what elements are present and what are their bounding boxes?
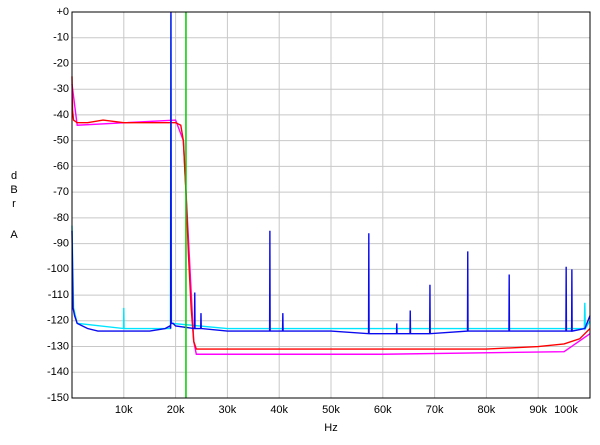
y-tick-label: -60 [53, 160, 69, 172]
y-tick-label: -80 [53, 212, 69, 224]
y-tick-label: -20 [53, 57, 69, 69]
y-tick-label: +0 [56, 6, 69, 18]
y-tick-label: -100 [47, 263, 69, 275]
x-tick-label: 30k [219, 404, 237, 416]
y-tick-label: -30 [53, 83, 69, 95]
y-tick-label: -110 [48, 289, 69, 301]
y-tick-label: -50 [53, 135, 69, 147]
y-axis-label: dBr [10, 170, 18, 210]
y-tick-label: -120 [47, 315, 69, 327]
x-tick-label: 60k [374, 404, 392, 416]
y-tick-label: -140 [47, 366, 69, 378]
series-line [71, 76, 591, 350]
x-tick-label: 10k [115, 404, 133, 416]
plot-border [71, 11, 591, 399]
y-tick-label: -40 [53, 109, 69, 121]
x-tick-label: 80k [478, 404, 496, 416]
y-axis-unit: A [10, 229, 18, 241]
x-axis-label: Hz [324, 422, 337, 434]
y-tick-label: -150 [47, 392, 69, 404]
series-line [71, 11, 591, 335]
y-tick-label: -10 [53, 32, 69, 44]
x-tick-label: 50k [322, 404, 340, 416]
x-tick-label: 20k [167, 404, 185, 416]
x-tick-label: 70k [426, 404, 444, 416]
x-tick-label: 90k [529, 404, 547, 416]
y-tick-label: -90 [53, 238, 69, 250]
x-tick-label: 100k [554, 404, 578, 416]
y-tick-label: -70 [53, 186, 69, 198]
x-tick-label: 40k [270, 404, 288, 416]
y-tick-label: -130 [47, 340, 69, 352]
